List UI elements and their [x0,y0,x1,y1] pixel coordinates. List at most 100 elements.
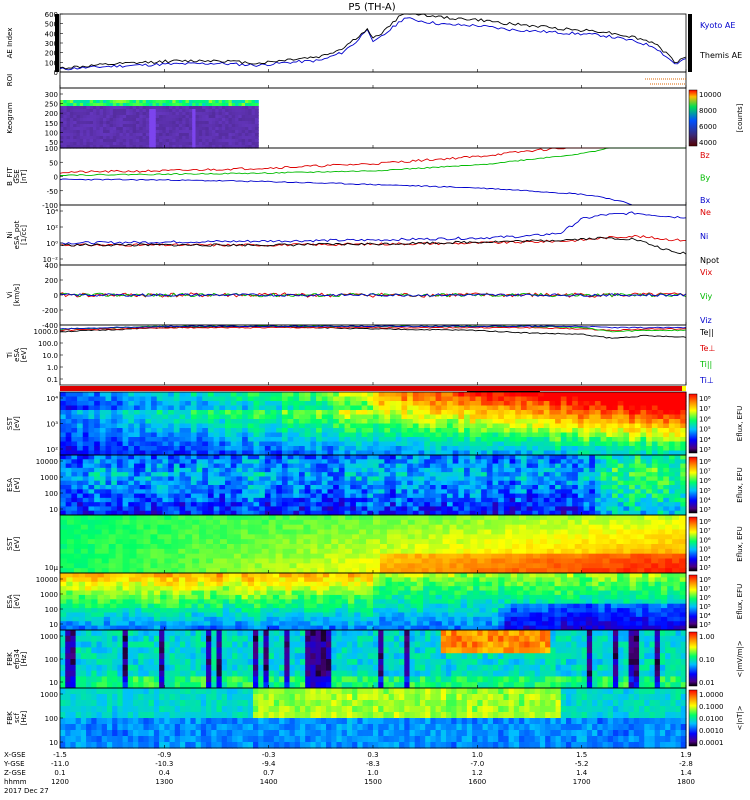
keogram-ytick-label: 100 [45,129,58,137]
esa_e-cell [179,485,186,490]
sst_e-cell [424,450,431,456]
esa_e-cell [401,459,408,465]
esa_e-cell [452,493,459,499]
sst_e-cell [646,432,653,438]
keogram-cell [212,103,216,107]
sst_e-cell [566,392,573,398]
sst_e-cell [594,432,602,438]
sst_e-cell [503,441,511,447]
esa_e-cell [270,480,277,486]
keogram-cell [106,142,111,146]
esa_e-cell [634,510,642,516]
sst_e-cell [384,441,391,447]
esa_e-cell [663,455,670,460]
sst_e-cell [549,419,556,425]
esa_e-cell [486,459,494,465]
sst_i-cell [122,515,131,521]
sst_e-cell [446,396,454,402]
keogram-cell [126,103,130,107]
esa_e-cell [475,502,482,508]
sst_i-cell [206,524,214,531]
esa_e-cell [640,480,647,486]
keogram-cell [205,109,210,113]
esa_e-cell [105,467,112,473]
esa_e-cell [663,502,670,508]
sst_e-cell [219,428,226,434]
sst_e-cell [663,410,670,416]
sst_e-cell [594,423,602,429]
ae-ytick-label: 0 [54,69,58,77]
sst_i-cell [331,539,339,545]
sst_e-cell [458,437,465,443]
keogram-cell [109,124,114,128]
sst_i-cell [185,519,193,526]
keogram-cell [109,139,114,143]
sst_e-cell [481,419,488,425]
sst_e-cell [173,437,181,443]
keogram-cell [192,106,197,110]
esa_e-cell [219,493,226,499]
esa_e-cell [94,480,101,486]
esa_e-cell [338,455,346,460]
keogram-cell [109,133,114,137]
sst_i-cell [352,568,360,574]
esa_e-cell [333,506,340,512]
esa_e-cell [190,502,198,508]
esa_e-cell [151,489,158,495]
keogram-cell [122,100,127,104]
sst_e-cell [168,450,175,456]
sst_i-cell [393,515,402,521]
esa_e-cell [429,459,437,465]
keogram-cell [60,136,64,140]
keogram-cell [212,124,216,128]
esa_e-cell [133,467,141,473]
sst_e-cell [361,414,368,420]
esa_e-cell [657,459,664,465]
sst_e-cell [293,396,300,402]
sst_e-cell [623,392,630,398]
keogram-cell [66,100,71,104]
esa_e-cell [128,497,135,503]
keogram-cell [221,130,226,134]
esa_e-cell [293,472,300,478]
esa_e-cell [179,502,186,508]
sst_i-cell [421,558,430,564]
sst_i-cell [414,548,423,555]
sst_e-cell [338,392,346,398]
sst_e-cell [492,419,499,425]
sst_e-cell [116,432,124,438]
sst_e-cell [441,419,448,425]
sst_e-cell [589,437,596,443]
sst_i-cell [386,544,395,550]
sst_i-cell [491,515,499,521]
sst_e-cell [469,392,477,398]
sst_e-cell [333,437,340,443]
sst_i-cell [379,539,388,545]
keogram-cell [195,109,200,113]
esa_e-cell [116,485,124,490]
sst_i-cell [310,539,318,545]
keogram-cell [142,136,147,140]
esa_e-cell [412,476,420,482]
esa_e-cell [207,467,215,473]
esa_e-cell [179,467,186,473]
esa_e-cell [242,480,249,486]
esa_e-cell [475,459,482,465]
sst_i-cell [435,563,444,569]
esa_e-cell [151,497,158,503]
esa_e-cell [407,485,414,490]
esa_e-cell [99,467,107,473]
esa_e-cell [612,506,619,512]
esa_e-cell [361,476,368,482]
esa_e-cell [145,467,152,473]
keogram-cell [241,139,246,143]
keogram-cell [132,145,137,149]
sst_e-cell [373,437,380,443]
esa_e-cell [492,472,499,478]
sst_e-cell [572,428,579,434]
keogram-cell [63,136,68,140]
sst_i-cell [317,553,325,560]
esa_e-cell [293,463,300,469]
esa_e-cell [475,480,482,486]
esa_e-cell [503,472,511,478]
